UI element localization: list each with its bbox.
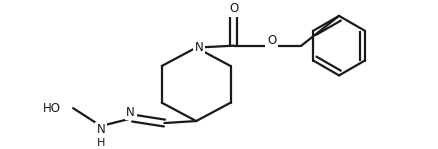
Text: O: O [229, 2, 239, 15]
Text: N: N [126, 106, 135, 119]
Text: N: N [96, 124, 105, 136]
Text: O: O [267, 34, 276, 47]
Text: H: H [97, 138, 105, 148]
Text: HO: HO [43, 102, 61, 115]
Text: N: N [195, 41, 204, 54]
